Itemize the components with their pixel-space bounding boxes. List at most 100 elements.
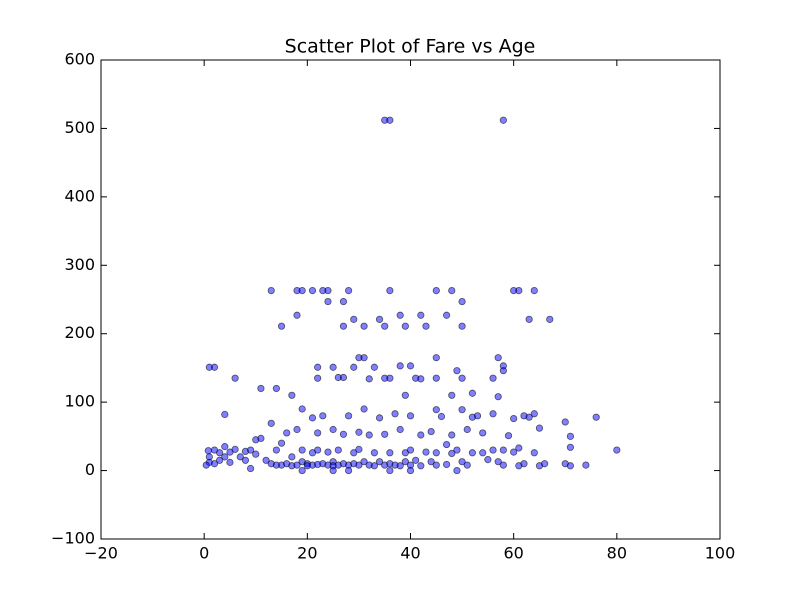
- point: [365, 375, 373, 383]
- point: [484, 456, 492, 464]
- point: [267, 419, 275, 427]
- point: [489, 410, 497, 418]
- point: [298, 446, 306, 454]
- point: [202, 461, 210, 469]
- point: [406, 466, 415, 475]
- point: [386, 287, 394, 295]
- point: [566, 443, 575, 451]
- point: [324, 287, 332, 295]
- point: [443, 440, 451, 449]
- point: [272, 384, 280, 393]
- point: [375, 458, 384, 466]
- point: [288, 391, 296, 399]
- point: [375, 414, 384, 422]
- point: [468, 449, 476, 457]
- point: [277, 439, 286, 447]
- point: [422, 322, 430, 330]
- point: [566, 432, 575, 440]
- point: [339, 297, 348, 306]
- point: [417, 375, 425, 383]
- x-tick-label: 0: [199, 544, 209, 563]
- point: [494, 393, 502, 401]
- point: [350, 363, 358, 371]
- y-tick-label: 0: [85, 460, 95, 479]
- point: [453, 367, 461, 375]
- point: [458, 406, 466, 414]
- point: [344, 466, 353, 475]
- point: [314, 446, 322, 454]
- point: [381, 430, 389, 438]
- point: [267, 287, 275, 295]
- point: [520, 460, 528, 468]
- point: [432, 354, 440, 362]
- point: [246, 464, 255, 473]
- point: [417, 311, 425, 319]
- point: [246, 446, 255, 454]
- point: [396, 462, 404, 470]
- point: [499, 116, 507, 124]
- point: [360, 405, 368, 413]
- point: [396, 362, 404, 370]
- point: [221, 443, 229, 451]
- point: [566, 462, 575, 470]
- point: [510, 414, 518, 423]
- point: [288, 453, 296, 461]
- point: [319, 412, 327, 420]
- point: [339, 430, 348, 438]
- point: [344, 412, 353, 420]
- point: [329, 363, 337, 371]
- point: [226, 458, 234, 466]
- point: [370, 462, 378, 470]
- point: [443, 311, 451, 319]
- point: [453, 466, 461, 475]
- point: [396, 425, 404, 434]
- point: [432, 287, 440, 295]
- point: [262, 456, 270, 464]
- point: [350, 315, 358, 323]
- point: [231, 374, 239, 382]
- point: [360, 322, 368, 330]
- point: [401, 391, 409, 399]
- point: [386, 116, 394, 124]
- point: [339, 373, 348, 382]
- point: [329, 466, 337, 475]
- point: [448, 287, 456, 295]
- point: [613, 446, 621, 454]
- point: [417, 462, 425, 470]
- point: [448, 431, 456, 439]
- point: [530, 449, 538, 457]
- point: [515, 287, 523, 295]
- point: [257, 434, 265, 443]
- point: [210, 460, 219, 468]
- point: [324, 448, 332, 456]
- point: [293, 311, 301, 319]
- point: [339, 322, 348, 330]
- point: [350, 449, 358, 457]
- point: [458, 322, 466, 330]
- point: [216, 449, 224, 457]
- x-tick-label: 80: [607, 544, 627, 563]
- point: [355, 445, 363, 453]
- point: [473, 412, 482, 420]
- point: [204, 447, 212, 455]
- y-tick-label: 400: [64, 186, 95, 205]
- point: [582, 461, 590, 469]
- point: [541, 460, 549, 468]
- point: [499, 461, 507, 469]
- point: [494, 458, 502, 466]
- x-tick-label: 20: [297, 544, 317, 563]
- point: [406, 362, 415, 370]
- point: [463, 425, 471, 434]
- point: [530, 287, 538, 295]
- point: [355, 428, 363, 436]
- point: [308, 287, 317, 295]
- point: [298, 466, 306, 475]
- point: [499, 446, 507, 454]
- point: [525, 315, 533, 323]
- point: [370, 363, 378, 371]
- point: [370, 449, 378, 457]
- point: [489, 374, 497, 382]
- point: [448, 449, 456, 458]
- point: [324, 297, 332, 306]
